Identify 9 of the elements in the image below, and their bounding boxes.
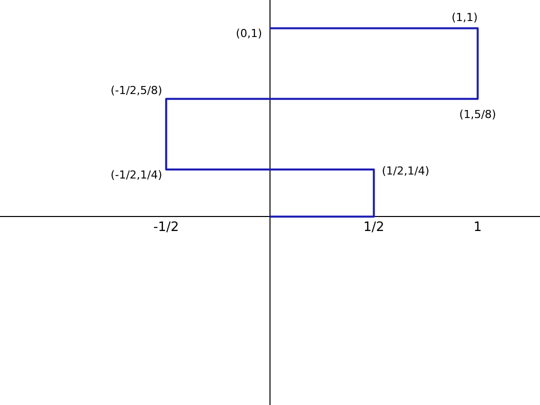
x-tick-label: 1 (474, 220, 482, 235)
annotation: (0,1) (236, 27, 262, 40)
annotation: (1,5/8) (459, 108, 496, 121)
annotation: (-1/2,5/8) (110, 84, 162, 97)
annotation: (-1/2,1/4) (110, 168, 162, 182)
annotation: (1,1) (452, 11, 478, 24)
x-tick-label: -1/2 (153, 220, 179, 235)
annotation: (1/2,1/4) (382, 164, 430, 178)
x-tick-label: 1/2 (363, 220, 384, 235)
